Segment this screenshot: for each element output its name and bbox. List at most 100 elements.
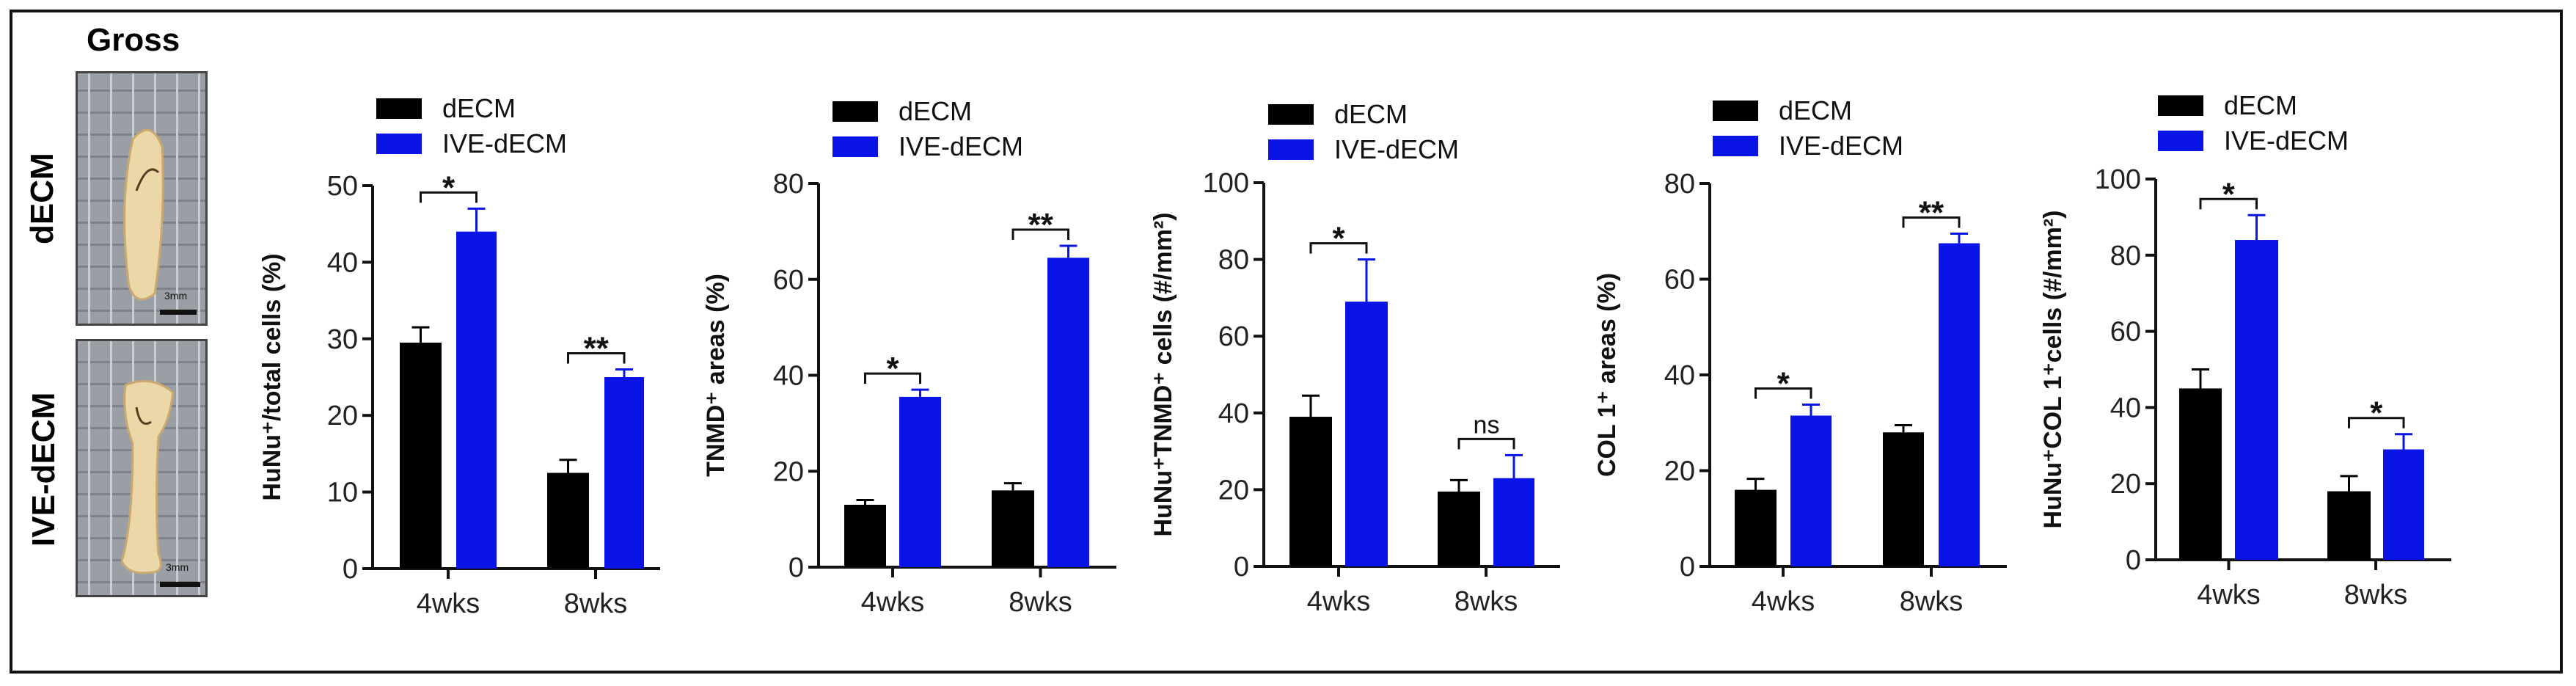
legend-swatch [2158, 131, 2203, 151]
legend-label: dECM [1779, 95, 1852, 125]
bar-ive-decm [899, 396, 941, 567]
y-tick-label: 0 [2126, 545, 2141, 576]
legend-swatch [1268, 104, 1314, 125]
significance-bracket [2199, 197, 2258, 210]
gross-title: Gross [87, 22, 180, 58]
bar-decm [400, 343, 442, 569]
scale-bar [160, 310, 197, 315]
bar-ive-decm [1345, 302, 1388, 566]
legend-label: dECM [1334, 99, 1408, 129]
significance-bracket [1457, 437, 1515, 450]
significance-bracket [2348, 417, 2405, 428]
legend-label: dECM [899, 96, 972, 126]
y-tick-label: 40 [1664, 360, 1695, 391]
legend-label: IVE-dECM [442, 128, 567, 158]
y-tick-label: 80 [1664, 169, 1695, 200]
y-tick-label: 20 [327, 401, 358, 431]
legend-swatch [376, 98, 422, 119]
bar-decm [547, 472, 589, 569]
bar-decm [1438, 492, 1480, 566]
y-tick-label: 0 [1680, 552, 1695, 583]
bar-decm [2179, 388, 2222, 560]
bone-image [123, 128, 164, 301]
y-tick-label: 100 [1203, 168, 1249, 199]
y-axis-label: HuNu⁺TNMD⁺ cells (#/mm²) [1149, 212, 1177, 536]
y-tick-label: 40 [2110, 393, 2141, 423]
y-tick-label: 60 [1664, 265, 1695, 296]
y-tick-label: 0 [343, 554, 358, 585]
y-axis-label: COL 1⁺ areas (%) [1593, 273, 1621, 477]
significance-label: ** [1919, 195, 1944, 231]
x-tick-label: 8wks [1900, 586, 1964, 617]
x-tick-label: 8wks [2344, 580, 2408, 610]
y-tick-label: 10 [327, 478, 358, 508]
scale-label: 3mm [164, 290, 188, 302]
legend-swatch [1268, 139, 1314, 160]
y-tick-label: 60 [773, 265, 804, 296]
significance-bracket [1902, 216, 1961, 228]
scale-label: 3mm [166, 561, 189, 573]
significance-label: * [442, 169, 455, 205]
significance-label: ns [1474, 411, 1500, 439]
legend-swatch [2158, 95, 2203, 116]
bar-decm [1735, 489, 1777, 566]
x-tick-label: 8wks [564, 588, 628, 619]
y-tick-label: 20 [1664, 456, 1695, 487]
photo-decm: 3mm [76, 71, 208, 326]
y-axis-label: TNMD⁺ areas (%) [702, 274, 730, 477]
y-tick-label: 80 [773, 169, 804, 200]
legend-label: dECM [2224, 90, 2297, 120]
legend-swatch [1713, 101, 1758, 121]
significance-label: ** [584, 331, 610, 367]
legend-label: IVE-dECM [2224, 125, 2349, 156]
y-tick-label: 40 [1218, 398, 1249, 429]
legend-swatch [376, 134, 422, 154]
y-tick-label: 80 [2110, 241, 2141, 271]
y-axis-label: HuNu⁺/total cells (%) [258, 253, 286, 500]
x-tick-label: 8wks [1009, 587, 1072, 618]
significance-bracket [864, 372, 921, 384]
bar-ive-decm [1047, 258, 1089, 567]
bar-ive-decm [456, 231, 497, 569]
significance-label: ** [1028, 207, 1054, 243]
y-tick-label: 20 [773, 456, 804, 487]
legend-label: dECM [442, 93, 516, 123]
legend-label: IVE-dECM [899, 131, 1023, 161]
y-tick-label: 40 [327, 247, 358, 278]
significance-label: * [886, 351, 899, 387]
bar-ive-decm [604, 377, 644, 569]
y-tick-label: 20 [2110, 469, 2141, 500]
significance-bracket [1011, 228, 1069, 240]
bar-ive-decm [1939, 243, 1980, 566]
legend-swatch [833, 101, 878, 122]
x-tick-label: 8wks [1455, 586, 1518, 617]
figure-frame [10, 10, 2563, 674]
significance-label: * [1777, 365, 1790, 401]
significance-label: * [1332, 221, 1345, 257]
bar-decm [1289, 417, 1332, 566]
y-tick-label: 60 [2110, 317, 2141, 348]
bar-ive-decm [1790, 415, 1832, 566]
significance-bracket [420, 191, 477, 203]
bar-ive-decm [2383, 449, 2424, 560]
y-tick-label: 60 [1218, 321, 1249, 352]
y-tick-label: 20 [1218, 475, 1249, 506]
legend-swatch [833, 136, 878, 157]
bone-image [120, 379, 175, 574]
scale-bar [160, 582, 200, 587]
bar-decm [992, 490, 1034, 567]
y-tick-label: 0 [1234, 552, 1249, 583]
y-tick-label: 50 [327, 171, 358, 202]
y-tick-label: 40 [773, 361, 804, 392]
x-tick-label: 4wks [861, 587, 925, 618]
significance-bracket [1309, 242, 1368, 254]
significance-bracket [567, 352, 626, 364]
x-tick-label: 4wks [2197, 580, 2261, 610]
x-tick-label: 4wks [417, 588, 480, 619]
x-tick-label: 4wks [1752, 586, 1815, 617]
y-tick-label: 100 [2095, 164, 2141, 195]
bar-decm [844, 505, 886, 567]
bar-ive-decm [2235, 240, 2278, 560]
bar-decm [2327, 491, 2371, 560]
